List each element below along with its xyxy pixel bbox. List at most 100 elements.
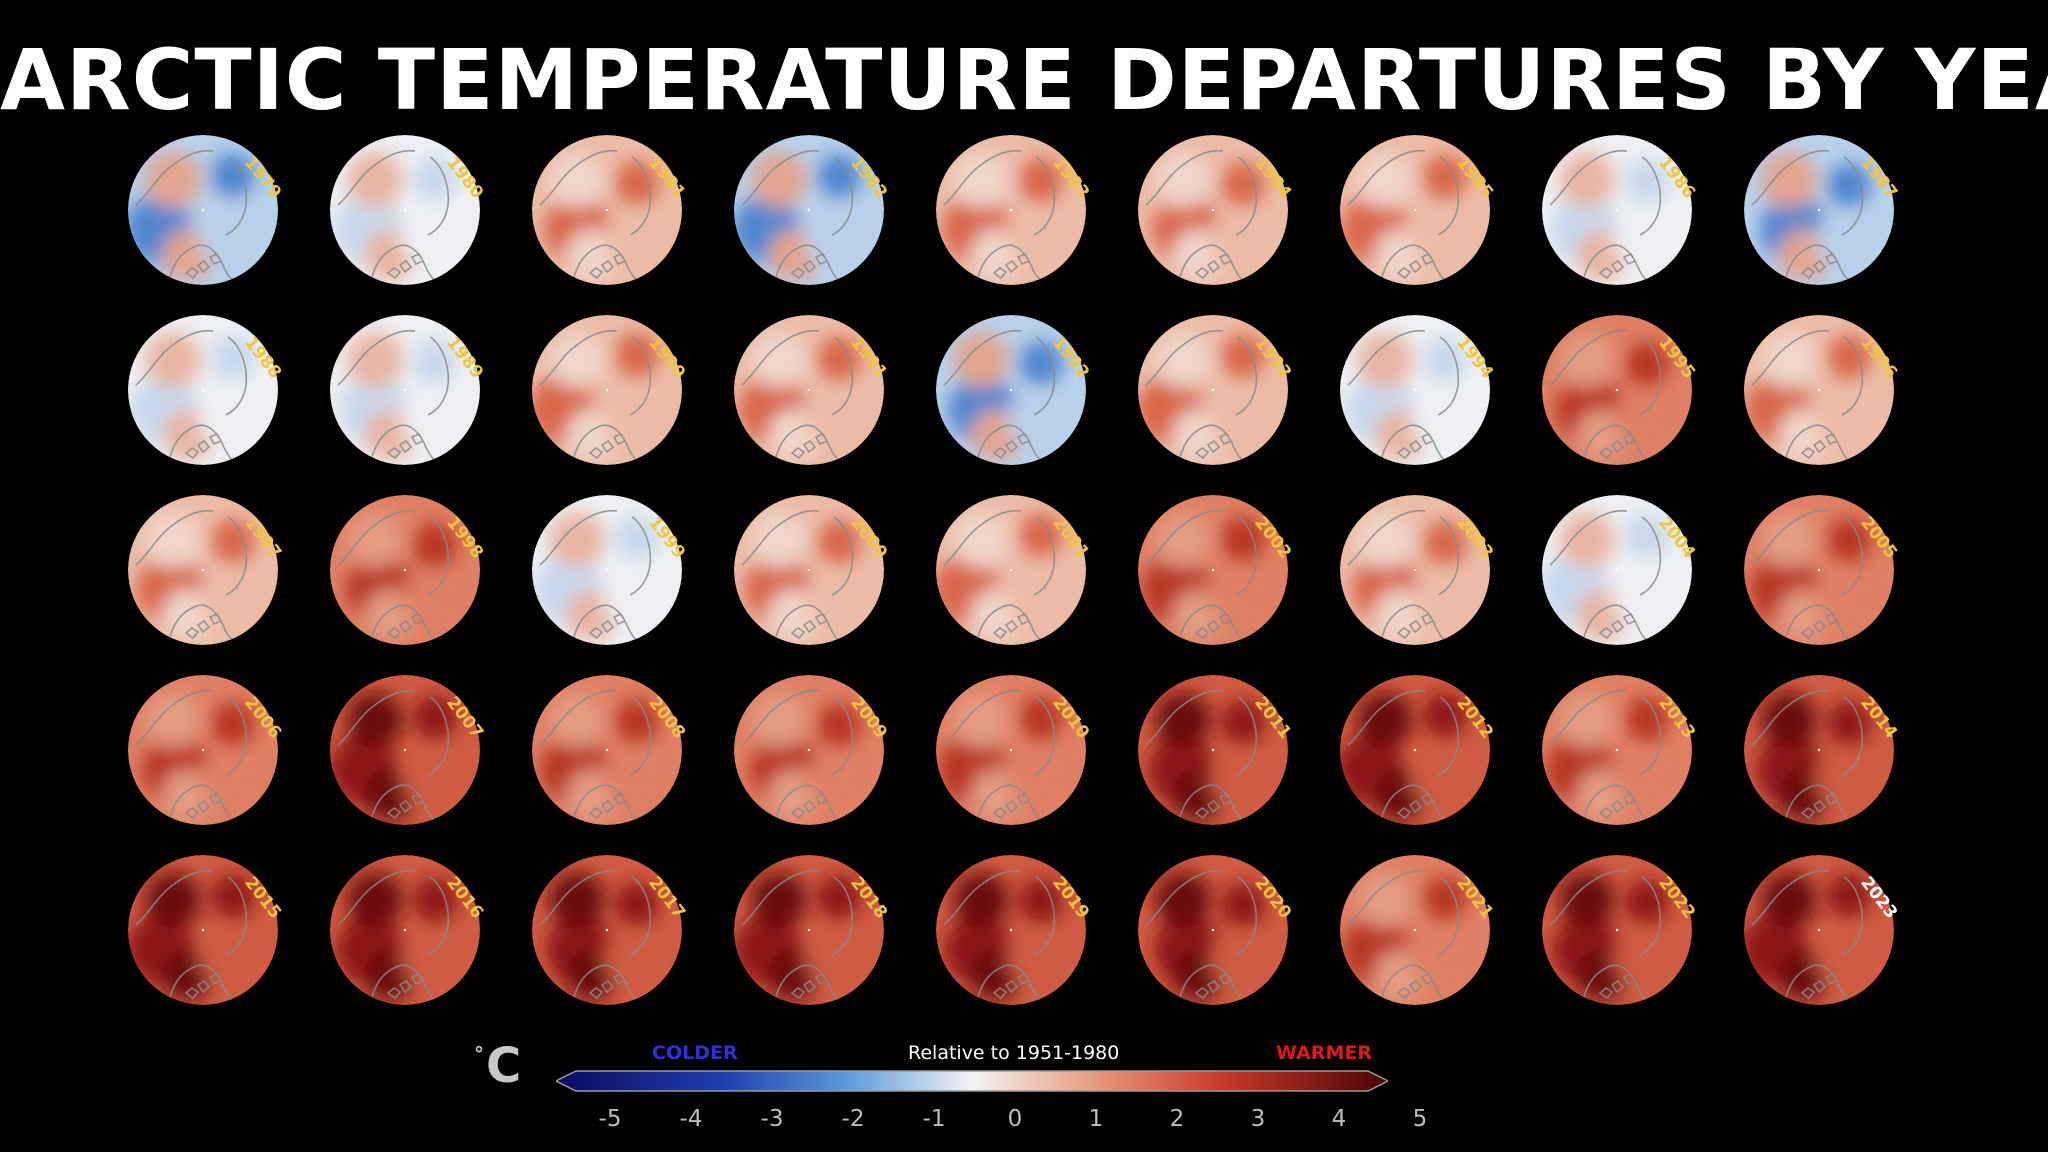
polar-map-graphic bbox=[330, 135, 480, 285]
polar-map-graphic bbox=[1744, 675, 1894, 825]
year-map-cell: 1981 bbox=[532, 135, 732, 305]
arctic-anomaly-map bbox=[936, 855, 1086, 1005]
degree-symbol: ° bbox=[474, 1042, 484, 1066]
colorbar-tick-label: 1 bbox=[1088, 1106, 1104, 1132]
unit-label: °C bbox=[474, 1038, 521, 1094]
polar-map-graphic bbox=[936, 495, 1086, 645]
year-map-cell: 2014 bbox=[1744, 675, 1944, 845]
colorbar-gradient bbox=[556, 1070, 1388, 1092]
year-map-cell: 2023 bbox=[1744, 855, 1944, 1025]
polar-map-graphic bbox=[734, 675, 884, 825]
polar-map-graphic bbox=[1340, 855, 1490, 1005]
polar-map-graphic bbox=[734, 495, 884, 645]
year-map-cell: 2012 bbox=[1340, 675, 1540, 845]
arctic-anomaly-map bbox=[1340, 855, 1490, 1005]
arctic-anomaly-map bbox=[330, 315, 480, 465]
polar-map-graphic bbox=[330, 495, 480, 645]
polar-map-graphic bbox=[1744, 495, 1894, 645]
year-map-cell: 1987 bbox=[1744, 135, 1944, 305]
year-map-cell: 2022 bbox=[1542, 855, 1742, 1025]
arctic-anomaly-map bbox=[1744, 135, 1894, 285]
year-map-cell: 2016 bbox=[330, 855, 530, 1025]
colorbar-tick-label: -2 bbox=[841, 1106, 865, 1132]
year-map-cell: 1983 bbox=[936, 135, 1136, 305]
colder-label: COLDER bbox=[652, 1042, 738, 1064]
colorbar-tick-label: 4 bbox=[1331, 1106, 1347, 1132]
colorbar-tick-label: 5 bbox=[1412, 1106, 1428, 1132]
polar-map-graphic bbox=[1138, 855, 1288, 1005]
polar-map-graphic bbox=[936, 675, 1086, 825]
polar-map-graphic bbox=[734, 315, 884, 465]
arctic-anomaly-map bbox=[734, 135, 884, 285]
year-map-cell: 1993 bbox=[1138, 315, 1338, 485]
colorbar-tick-label: -5 bbox=[598, 1106, 622, 1132]
arctic-anomaly-map bbox=[1542, 855, 1692, 1005]
polar-map-graphic bbox=[1542, 315, 1692, 465]
reference-period-label: Relative to 1951-1980 bbox=[908, 1042, 1120, 1064]
polar-map-graphic bbox=[936, 855, 1086, 1005]
year-map-cell: 1991 bbox=[734, 315, 934, 485]
colorbar-tick-label: -1 bbox=[922, 1106, 946, 1132]
year-map-cell: 2004 bbox=[1542, 495, 1742, 665]
polar-map-graphic bbox=[532, 495, 682, 645]
year-map-cell: 2002 bbox=[1138, 495, 1338, 665]
arctic-anomaly-map bbox=[1744, 315, 1894, 465]
year-map-cell: 1990 bbox=[532, 315, 732, 485]
polar-map-graphic bbox=[532, 855, 682, 1005]
arctic-anomaly-map bbox=[128, 855, 278, 1005]
year-map-cell: 1999 bbox=[532, 495, 732, 665]
polar-map-graphic bbox=[1138, 315, 1288, 465]
polar-map-graphic bbox=[1340, 495, 1490, 645]
colorbar-tick-label: -3 bbox=[760, 1106, 784, 1132]
polar-map-graphic bbox=[532, 675, 682, 825]
year-map-cell: 2010 bbox=[936, 675, 1136, 845]
polar-map-graphic bbox=[532, 315, 682, 465]
arctic-anomaly-map bbox=[1744, 855, 1894, 1005]
polar-map-graphic bbox=[1138, 495, 1288, 645]
arctic-anomaly-map bbox=[936, 315, 1086, 465]
arctic-anomaly-map bbox=[330, 675, 480, 825]
year-map-cell: 2007 bbox=[330, 675, 530, 845]
arctic-anomaly-map bbox=[1744, 495, 1894, 645]
year-map-cell: 2021 bbox=[1340, 855, 1540, 1025]
arctic-anomaly-map bbox=[1138, 495, 1288, 645]
polar-map-graphic bbox=[128, 135, 278, 285]
polar-map-graphic bbox=[128, 675, 278, 825]
year-map-cell: 1979 bbox=[128, 135, 328, 305]
arctic-anomaly-map bbox=[330, 855, 480, 1005]
polar-map-graphic bbox=[1744, 135, 1894, 285]
arctic-anomaly-map bbox=[1340, 495, 1490, 645]
polar-map-graphic bbox=[128, 315, 278, 465]
arctic-anomaly-map bbox=[1138, 135, 1288, 285]
polar-map-graphic bbox=[734, 855, 884, 1005]
arctic-anomaly-map bbox=[734, 675, 884, 825]
year-map-cell: 1986 bbox=[1542, 135, 1742, 305]
colorbar-tick-label: 2 bbox=[1169, 1106, 1185, 1132]
polar-map-graphic bbox=[330, 315, 480, 465]
year-map-cell: 2003 bbox=[1340, 495, 1540, 665]
year-map-cell: 1998 bbox=[330, 495, 530, 665]
polar-map-graphic bbox=[330, 675, 480, 825]
polar-map-graphic bbox=[1542, 135, 1692, 285]
arctic-anomaly-map bbox=[1138, 675, 1288, 825]
year-map-cell: 2020 bbox=[1138, 855, 1338, 1025]
arctic-anomaly-map bbox=[1542, 135, 1692, 285]
year-map-cell: 1994 bbox=[1340, 315, 1540, 485]
arctic-anomaly-map bbox=[532, 315, 682, 465]
year-map-cell: 2001 bbox=[936, 495, 1136, 665]
arctic-anomaly-map bbox=[1138, 855, 1288, 1005]
warmer-label: WARMER bbox=[1276, 1042, 1372, 1064]
polar-map-graphic bbox=[1340, 675, 1490, 825]
polar-map-graphic bbox=[128, 855, 278, 1005]
polar-map-graphic bbox=[1542, 495, 1692, 645]
year-map-cell: 1992 bbox=[936, 315, 1136, 485]
year-map-cell: 2019 bbox=[936, 855, 1136, 1025]
year-map-cell: 1997 bbox=[128, 495, 328, 665]
arctic-anomaly-map bbox=[1542, 495, 1692, 645]
page-title: ARCTIC TEMPERATURE DEPARTURES BY YEAR bbox=[0, 31, 2048, 129]
year-map-cell: 1995 bbox=[1542, 315, 1742, 485]
arctic-anomaly-map bbox=[1542, 675, 1692, 825]
arctic-anomaly-map bbox=[330, 495, 480, 645]
year-map-cell: 1988 bbox=[128, 315, 328, 485]
arctic-anomaly-map bbox=[1340, 675, 1490, 825]
